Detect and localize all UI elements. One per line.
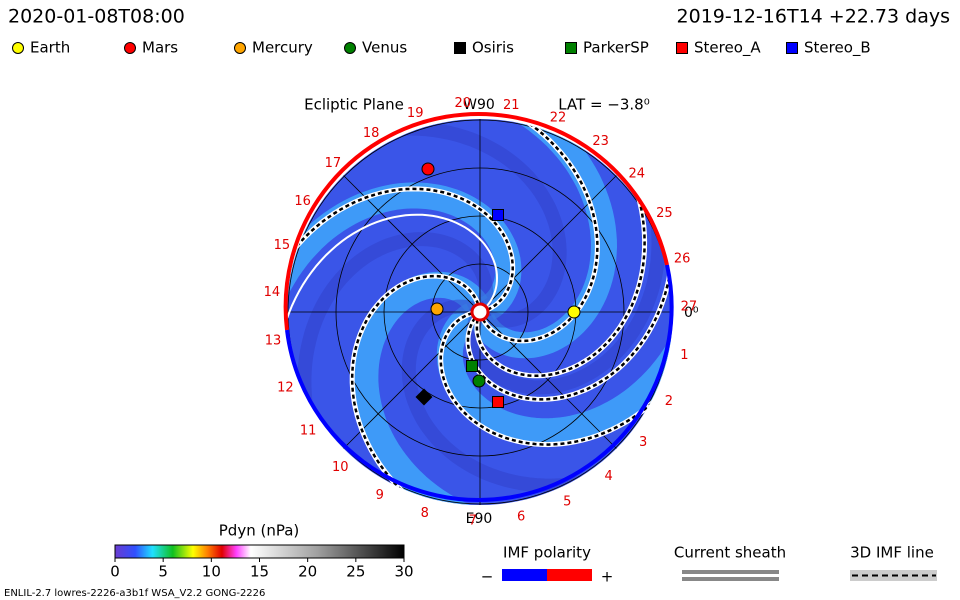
imf-polarity: IMF polarity [503,544,591,562]
legend-label: Mars [142,39,178,57]
colorbar-bar [114,544,405,559]
sheath-swatch [682,577,779,581]
day-mark: 1 [680,348,688,363]
day-mark: 17 [325,156,342,171]
day-mark: 4 [605,469,613,484]
day-mark: 9 [376,488,384,503]
day-mark: 19 [407,106,424,121]
current-sheath: Current sheath [674,544,786,562]
colorbar-tick-label: 15 [250,563,269,581]
day-mark: 6 [517,509,525,524]
legend-marker [234,42,246,54]
pos-swatch [547,569,592,581]
day-mark: 10 [332,460,349,475]
time: 2020-01-08T08:00 [8,6,185,28]
day-mark: 20 [454,96,471,111]
colorbar: Pdyn (nPa) 0 5 10 15 20 25 30 [110,522,413,581]
body [421,162,435,176]
neg-swatch [502,569,547,581]
plot-title: Ecliptic Plane [304,96,404,114]
day-mark: 23 [592,134,609,149]
colorbar-tick-label: 20 [298,563,317,581]
day-mark: 24 [628,166,645,181]
day-mark: 22 [550,111,567,126]
day-mark: 5 [563,494,571,509]
plasma-band [287,182,522,320]
legend-label: Stereo_A [694,39,761,58]
plasma-band [297,232,493,449]
legend-label: Osiris [472,39,514,57]
colorbar-tick-label: 30 [394,563,413,581]
current-sheath [287,213,499,372]
body [567,305,581,319]
imf-line [466,220,673,401]
legend-marker [124,42,136,54]
plus: + [601,568,614,586]
legend-marker [454,42,466,54]
imf-line [287,187,514,311]
day-mark: 15 [274,238,291,253]
top-label: W90 [463,97,495,113]
colorbar-tick-label: 0 [110,563,120,581]
reference: 2019-12-16T14 +22.73 days [677,6,950,28]
imf-line [439,312,673,446]
plasma-band [470,119,618,359]
footer: ENLIL-2.7 lowres-2226-a3b1f WSA_V2.2 GON… [4,588,265,599]
sheath-swatch [682,570,779,574]
plasma-band [466,182,666,395]
body [472,374,486,388]
day-mark: 14 [264,285,281,300]
red-arc [283,112,669,331]
day-mark: 21 [503,98,520,113]
legend-marker [786,42,798,54]
right-label: 0⁰ [684,305,699,321]
colorbar-tick-label: 25 [346,563,365,581]
imf-line [475,153,646,378]
legend-marker [344,42,356,54]
colorbar-tick-label: 10 [202,563,221,581]
imf-line [350,274,480,505]
lat-label: LAT = −3.8⁰ [558,96,650,114]
day-mark: 2 [665,394,673,409]
day-mark: 11 [300,423,317,438]
legend-marker [565,42,577,54]
bottom-label: E90 [466,511,493,527]
day-mark: 27 [681,299,698,314]
body [492,396,504,408]
imf-line [482,119,599,343]
imf-line: 3D IMF line [850,544,934,562]
day-mark: 3 [639,435,647,450]
body [415,388,433,406]
colorbar-tick-label: 5 [158,563,168,581]
plasma-band [436,303,673,445]
day-mark: 16 [294,194,311,209]
body [430,302,444,316]
legend-marker [676,42,688,54]
keys: IMF polarity − + Current sheath 3D IMF l… [481,544,937,586]
legend-label: Venus [362,39,407,57]
day-mark: 13 [265,334,282,349]
day-mark: 8 [421,506,429,521]
blue-arc [285,264,674,502]
legend: Earth Mars Mercury Venus Osiris ParkerSP Stere… [12,39,871,58]
day-mark: 18 [363,126,380,141]
day-mark: 12 [277,381,294,396]
body [492,209,504,221]
day-mark: 25 [656,206,673,221]
minus: − [481,568,494,586]
day-mark: 26 [674,251,691,266]
colorbar-label: Pdyn (nPa) [219,522,300,540]
sun [470,302,490,322]
legend-label: ParkerSP [583,39,649,57]
legend-marker [12,42,24,54]
legend-label: Stereo_B [804,39,871,58]
legend-label: Mercury [252,39,313,57]
day-mark: 7 [469,513,477,528]
legend-label: Earth [30,39,70,57]
plot: Ecliptic Plane W90 E90 LAT = −3.8⁰ 0⁰ 12… [264,96,699,529]
body [466,360,478,372]
plasma-band [352,271,488,505]
